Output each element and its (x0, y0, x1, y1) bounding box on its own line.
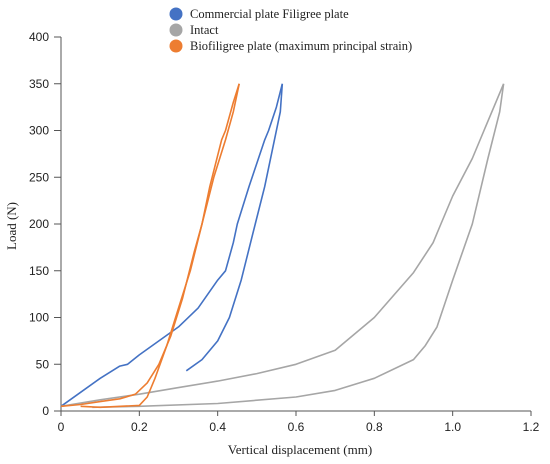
series-line-loading (60, 83, 505, 408)
series-line-loading (60, 83, 284, 407)
chart-legend: Commercial plate Filigree plate Intact Bio… (169, 7, 412, 53)
series-line-loading (60, 83, 240, 408)
y-tick-label: 100 (29, 311, 49, 325)
series-line-unloading (80, 83, 240, 409)
x-tick-label: 1.2 (523, 420, 540, 434)
x-tick-label: 0.2 (131, 420, 148, 434)
series-line-unloading (92, 83, 505, 409)
series-2 (60, 83, 240, 409)
y-tick-label: 350 (29, 77, 49, 91)
x-tick-label: 0.4 (209, 420, 226, 434)
legend-marker (169, 39, 183, 53)
legend-marker (169, 7, 183, 21)
legend-label: Intact (190, 23, 219, 37)
plot-area (60, 83, 505, 409)
x-tick-label: 0.6 (288, 420, 305, 434)
y-tick-label: 250 (29, 170, 49, 184)
x-tick-label: 0 (58, 420, 65, 434)
chart-axes: 0 50 100 150 200 250 300 350 400 0 0.2 0.4 0.6 0.8 1.0… (29, 30, 540, 434)
series-line-unloading (185, 83, 284, 372)
legend-label: Commercial plate Filigree plate (190, 7, 349, 21)
y-tick-label: 150 (29, 264, 49, 278)
series-1 (60, 83, 505, 409)
y-tick-label: 0 (42, 404, 49, 418)
series-0 (60, 83, 284, 407)
x-tick-label: 0.8 (366, 420, 383, 434)
legend-marker (169, 23, 183, 37)
y-tick-label: 400 (29, 30, 49, 44)
legend-label: Biofiligree plate (maximum principal str… (190, 39, 412, 53)
y-tick-label: 300 (29, 124, 49, 138)
x-axis-title: Vertical displacement (mm) (228, 442, 372, 457)
y-axis-title: Load (N) (4, 202, 19, 250)
x-tick-label: 1.0 (444, 420, 461, 434)
y-tick-label: 200 (29, 217, 49, 231)
y-tick-label: 50 (36, 357, 50, 371)
